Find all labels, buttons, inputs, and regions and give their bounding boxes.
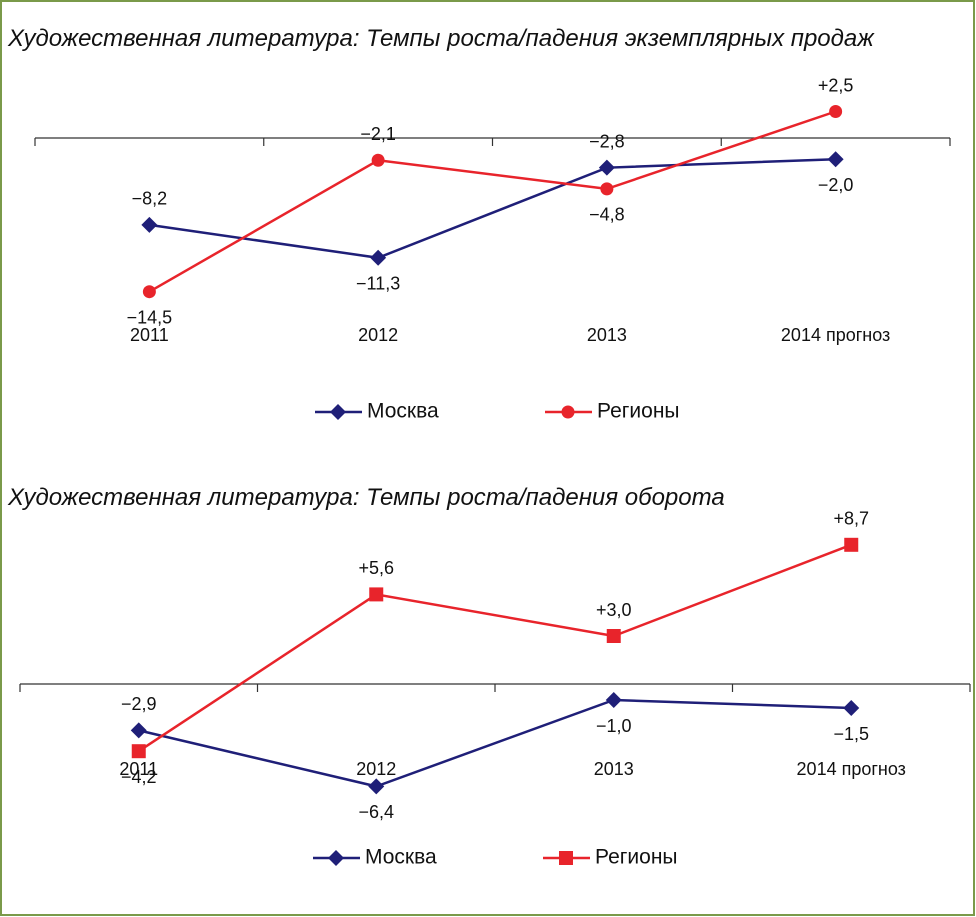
marker xyxy=(844,537,859,552)
marker xyxy=(131,744,146,759)
x-tick-label: 2013 xyxy=(594,759,634,779)
data-label: −2,0 xyxy=(818,175,854,195)
marker xyxy=(606,629,621,643)
marker xyxy=(371,153,385,167)
series-line xyxy=(138,543,852,753)
data-label: −11,3 xyxy=(356,274,400,294)
x-tick-label: 2014 прогноз xyxy=(781,325,890,345)
series-line xyxy=(138,698,852,788)
marker xyxy=(827,151,844,168)
data-label: −4,8 xyxy=(589,205,625,225)
x-tick-label: 2013 xyxy=(587,325,627,345)
legend-label: Москва xyxy=(367,400,439,423)
legend-marker xyxy=(561,405,575,419)
x-tick-label: 2012 xyxy=(358,325,398,345)
marker xyxy=(600,182,614,196)
marker xyxy=(368,778,385,795)
marker xyxy=(598,159,615,176)
legend-marker xyxy=(559,851,573,865)
data-label: −2,8 xyxy=(589,131,625,151)
x-tick-label: 2011 xyxy=(119,759,158,779)
x-tick-label: 2014 прогноз xyxy=(797,759,906,779)
chart-title: Художественная литература: Темпы роста/п… xyxy=(7,484,725,511)
marker xyxy=(370,249,387,266)
data-label: −8,2 xyxy=(132,189,168,209)
data-label: −4,2 xyxy=(121,767,157,787)
chart-title: Художественная литература: Темпы роста/п… xyxy=(7,25,875,52)
data-label: −2,1 xyxy=(360,124,396,144)
marker xyxy=(843,700,860,716)
data-label: −6,4 xyxy=(358,802,394,822)
marker xyxy=(369,587,384,602)
legend-label: Регионы xyxy=(597,400,680,423)
marker xyxy=(142,285,156,299)
x-tick-label: 2011 xyxy=(130,325,169,345)
x-tick-label: 2012 xyxy=(356,759,396,779)
legend-label: Регионы xyxy=(595,846,678,869)
data-label: −1,5 xyxy=(833,724,869,744)
data-label: −1,0 xyxy=(596,716,632,736)
marker xyxy=(829,105,843,118)
marker xyxy=(141,216,158,233)
series-line xyxy=(149,157,836,260)
data-label: +3,0 xyxy=(596,600,632,620)
legend-marker xyxy=(328,850,344,866)
legend-label: Москва xyxy=(365,846,437,869)
marker xyxy=(130,722,147,739)
data-label: −2,9 xyxy=(121,694,157,714)
legend-marker xyxy=(330,404,346,420)
data-label: +2,5 xyxy=(818,75,854,95)
data-label: −14,5 xyxy=(127,307,173,327)
data-label: +8,7 xyxy=(833,509,869,529)
marker xyxy=(605,692,622,708)
data-label: +5,6 xyxy=(358,558,394,578)
series-line xyxy=(148,110,837,293)
